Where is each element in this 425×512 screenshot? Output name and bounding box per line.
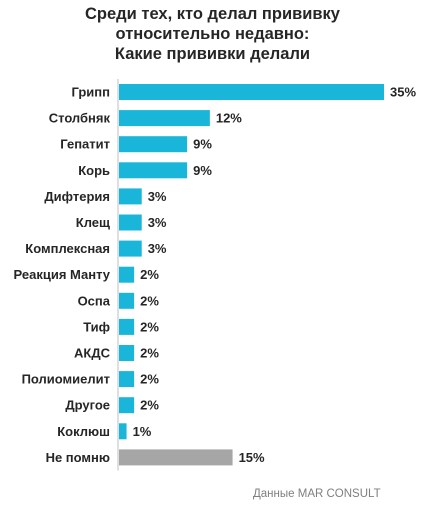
category-label: Клещ: [76, 215, 110, 230]
category-label: Тиф: [83, 319, 110, 334]
bar: [119, 188, 142, 205]
category-label: Коклюш: [57, 424, 110, 439]
data-label: 15%: [239, 450, 265, 465]
category-label: АКДС: [74, 346, 111, 361]
bar: [119, 240, 142, 257]
chart-title: Среди тех, кто делал прививку относитель…: [0, 4, 425, 64]
data-label: 9%: [193, 163, 212, 178]
data-label: 1%: [133, 424, 152, 439]
bar-row: Коклюш 1%: [57, 423, 152, 440]
data-label: 3%: [148, 189, 167, 204]
bar-row: Комплексная 3%: [25, 240, 167, 257]
data-label: 2%: [140, 346, 159, 361]
bar: [119, 318, 135, 335]
category-label: Столбняк: [49, 111, 111, 126]
category-label: Гепатит: [60, 137, 110, 152]
bar-row: Корь 9%: [78, 162, 212, 179]
category-label: Реакция Манту: [14, 267, 111, 282]
chart-title-line-2: относительно недавно:: [115, 25, 310, 43]
bar-row: Другое 2%: [65, 397, 159, 414]
data-label: 2%: [140, 293, 159, 308]
category-label: Полиомиелит: [22, 372, 110, 387]
category-label: Дифтерия: [44, 189, 110, 204]
chart-title-line-3: Какие прививки делали: [114, 45, 311, 63]
bar-row: Оспа 2%: [78, 292, 159, 309]
bar: [119, 292, 135, 309]
bar-row: АКДС 2%: [74, 345, 159, 361]
bar: [119, 214, 142, 231]
category-label: Корь: [78, 163, 110, 178]
category-label: Не помню: [46, 450, 110, 465]
source-note: Данные MAR CONSULT: [253, 488, 381, 500]
category-label: Грипп: [71, 85, 110, 100]
bar: [119, 136, 188, 153]
data-label: 2%: [140, 398, 159, 413]
bar: [119, 345, 135, 361]
bar-row: Тиф 2%: [83, 318, 159, 335]
bar: [119, 371, 135, 388]
category-label: Другое: [65, 398, 110, 413]
category-label: Оспа: [78, 293, 111, 308]
data-label: 9%: [193, 137, 212, 152]
data-label: 3%: [148, 241, 167, 256]
data-label: 12%: [216, 111, 242, 126]
data-label: 2%: [140, 267, 159, 282]
bar-row: Грипп 35%: [71, 84, 416, 100]
bar-row: Полиомиелит 2%: [22, 371, 159, 388]
bar: [119, 449, 233, 466]
bar: [119, 162, 188, 179]
bar-row: Столбняк 12%: [49, 110, 242, 127]
data-label: 3%: [148, 215, 167, 230]
bar: [119, 84, 384, 100]
bar: [119, 397, 135, 414]
data-label: 35%: [390, 85, 416, 100]
bar-row: Гепатит 9%: [60, 136, 212, 153]
bar-row: Не помню 15%: [46, 449, 265, 466]
data-label: 2%: [140, 319, 159, 334]
data-label: 2%: [140, 372, 159, 387]
bar-row: Реакция Манту 2%: [14, 266, 159, 283]
bar-row: Клещ 3%: [76, 214, 167, 231]
bar: [119, 110, 210, 127]
bar: [119, 423, 127, 440]
bar-row: Дифтерия 3%: [44, 188, 167, 205]
chart-title-line-1: Среди тех, кто делал прививку: [85, 5, 340, 23]
bar: [119, 266, 135, 283]
category-label: Комплексная: [25, 241, 110, 256]
